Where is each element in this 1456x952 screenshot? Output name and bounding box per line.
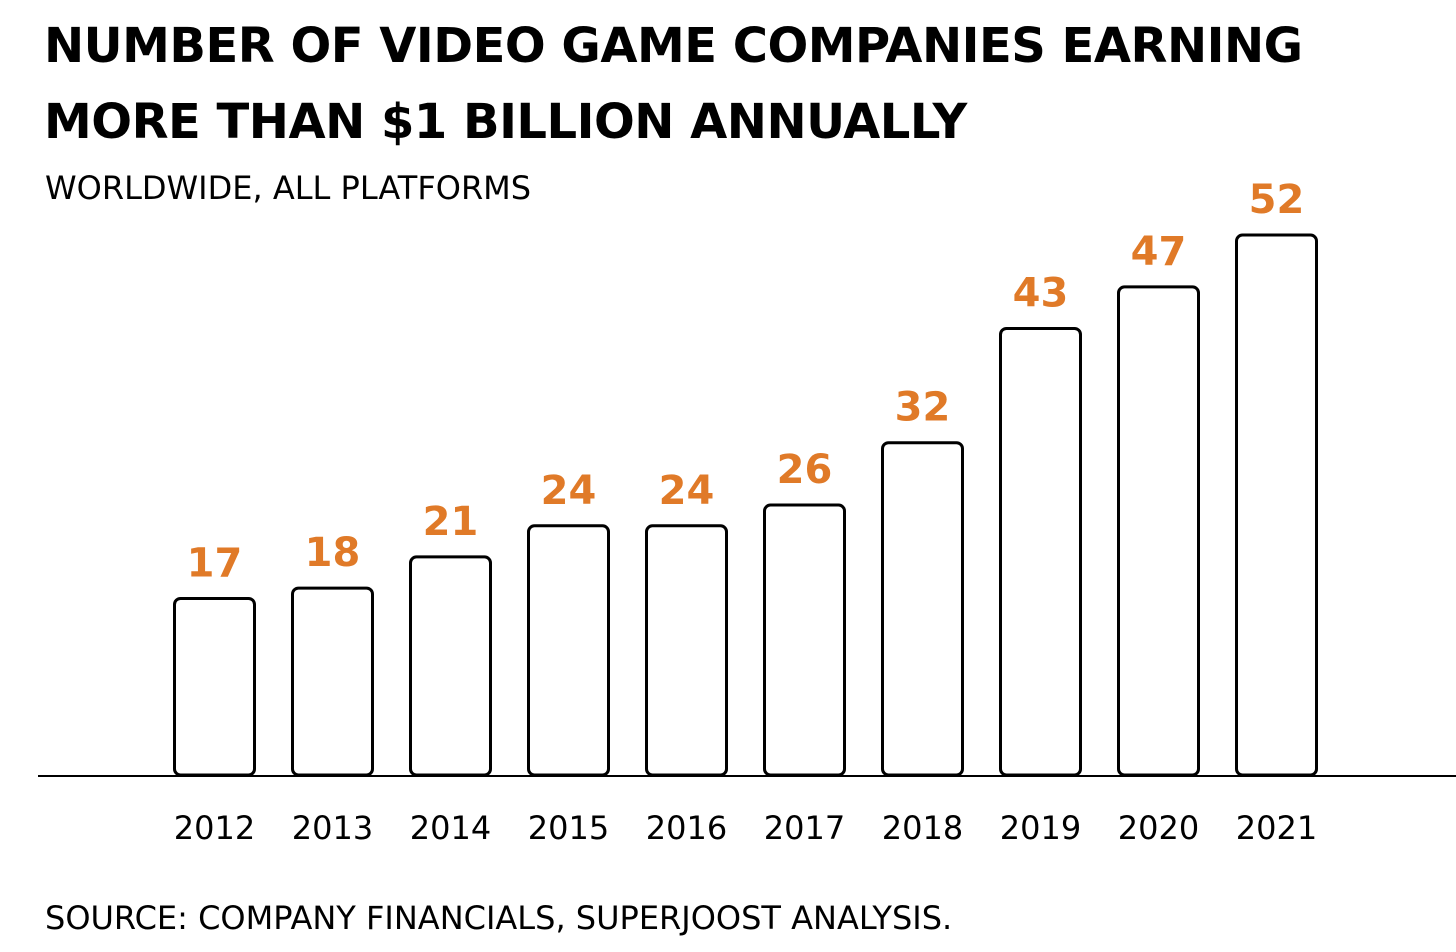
- x-tick-label-2021: 2021: [1236, 809, 1317, 847]
- chart-subtitle: WORLDWIDE, ALL PLATFORMS: [45, 169, 532, 207]
- bar-2021: [1235, 233, 1318, 777]
- bar-2014: [409, 555, 492, 777]
- value-labels-group: 17 18 21 24 24 26 32 43 47 52: [187, 177, 1305, 586]
- source-note: SOURCE: COMPANY FINANCIALS, SUPERJOOST A…: [45, 899, 953, 937]
- bar-2015: [527, 524, 610, 777]
- value-label-2017: 26: [777, 447, 833, 493]
- x-tick-labels-group: 2012 2013 2014 2015 2016 2017 2018 2019 2020 2021: [174, 809, 1317, 847]
- bar-2017: [763, 503, 846, 777]
- x-tick-label-2014: 2014: [410, 809, 491, 847]
- bar-2016: [645, 524, 728, 777]
- bar-2013: [291, 586, 374, 777]
- value-label-2020: 47: [1131, 229, 1187, 275]
- x-tick-label-2018: 2018: [882, 809, 963, 847]
- bar-2018: [881, 441, 964, 777]
- value-label-2016: 24: [659, 468, 715, 514]
- bar-2019: [999, 326, 1082, 777]
- value-label-2014: 21: [423, 499, 479, 545]
- value-label-2013: 18: [305, 530, 361, 576]
- bar-2012: [173, 596, 256, 777]
- value-label-2018: 32: [895, 385, 951, 431]
- bar-2020: [1117, 285, 1200, 777]
- bars-group: [173, 233, 1318, 777]
- chart-title-line-2: MORE THAN $1 BILLION ANNUALLY: [44, 94, 967, 150]
- value-label-2012: 17: [187, 540, 243, 586]
- value-label-2019: 43: [1013, 270, 1069, 316]
- x-tick-label-2017: 2017: [764, 809, 845, 847]
- x-tick-label-2020: 2020: [1118, 809, 1199, 847]
- x-tick-label-2019: 2019: [1000, 809, 1081, 847]
- value-label-2021: 52: [1249, 177, 1305, 223]
- chart-title-line-1: NUMBER OF VIDEO GAME COMPANIES EARNING: [44, 18, 1303, 74]
- x-tick-label-2016: 2016: [646, 809, 727, 847]
- value-label-2015: 24: [541, 468, 597, 514]
- x-tick-label-2012: 2012: [174, 809, 255, 847]
- x-tick-label-2015: 2015: [528, 809, 609, 847]
- x-tick-label-2013: 2013: [292, 809, 373, 847]
